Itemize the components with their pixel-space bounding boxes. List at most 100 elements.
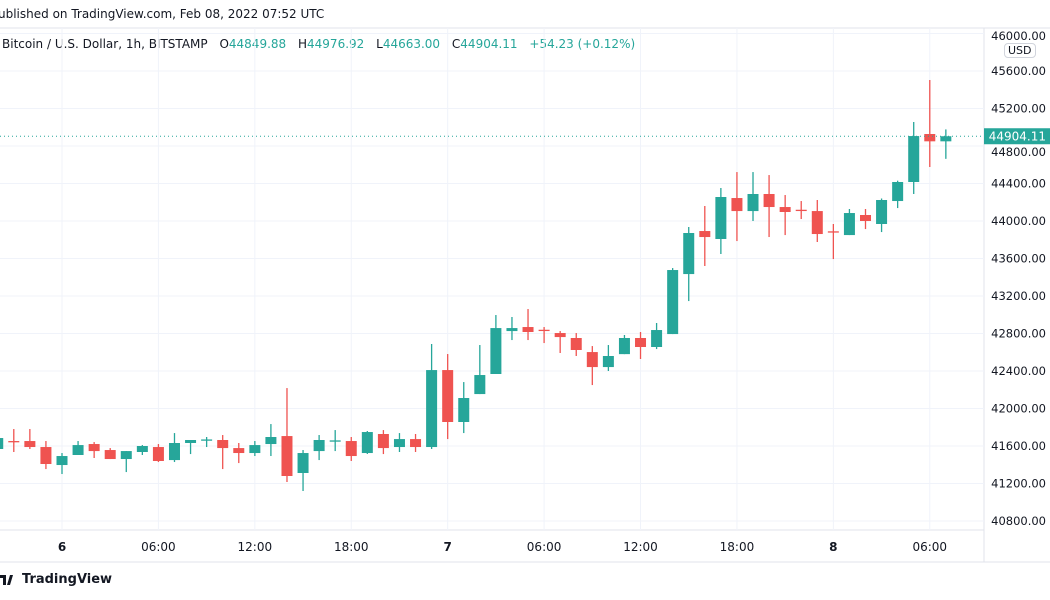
high-value: 44976.92 <box>307 37 365 51</box>
candle-body-down <box>152 447 164 461</box>
time-tick-label: 06:00 <box>912 540 947 554</box>
candle-body-up <box>843 213 855 236</box>
candle-body-down <box>827 231 839 233</box>
candle-body-down <box>522 327 534 332</box>
candle-body-up <box>265 437 277 445</box>
low-value: 44663.00 <box>382 37 441 51</box>
candle-body-up <box>136 446 148 452</box>
candle-body-down <box>779 207 791 212</box>
logo-text: TradingView <box>22 572 113 587</box>
price-tick-label: 42800.00 <box>991 327 1046 341</box>
time-tick-label: 7 <box>444 540 452 554</box>
candle-body-up <box>458 398 470 422</box>
candle-body-up <box>329 440 341 442</box>
symbol-title: Bitcoin / U.S. Dollar, 1h, BITSTAMP <box>2 37 208 51</box>
candle-body-up <box>249 445 261 454</box>
candle-body-down <box>554 333 566 338</box>
candle-body-down <box>860 215 871 221</box>
price-tick-label: 41600.00 <box>991 439 1046 453</box>
candle-body-up <box>313 440 325 452</box>
price-tick-label: 43200.00 <box>991 289 1046 303</box>
candle-body-up <box>185 440 197 443</box>
price-tick-label: 44400.00 <box>991 177 1046 191</box>
candle-body-up <box>474 375 486 395</box>
time-tick-label: 12:00 <box>238 540 273 554</box>
candle-body-up <box>426 370 438 448</box>
candle-body-up <box>892 182 904 202</box>
candle-body-up <box>120 451 132 460</box>
price-tick-label: 42400.00 <box>991 364 1046 378</box>
candle-body-down <box>40 447 52 464</box>
high-label: H <box>298 37 308 51</box>
time-tick-label: 18:00 <box>334 540 369 554</box>
candle-body-down <box>442 370 454 422</box>
price-tick-label: 45200.00 <box>991 102 1046 116</box>
currency-badge[interactable]: USD <box>1004 43 1036 58</box>
candle-body-up <box>618 338 630 355</box>
time-tick-label: 12:00 <box>623 540 658 554</box>
candle-body-up <box>940 136 952 142</box>
low-label: L <box>376 37 383 51</box>
candle-body-up <box>393 439 405 448</box>
candle-body-up <box>168 443 180 461</box>
candle-body-up <box>876 200 888 224</box>
candle-body-up <box>72 445 84 455</box>
candle-body-down <box>538 329 550 332</box>
candle-body-down <box>24 441 36 448</box>
candle-body-up <box>715 197 727 239</box>
change-value: +54.23 (+0.12%) <box>529 37 636 51</box>
candle-body-down <box>217 440 229 449</box>
candle-body-up <box>747 194 759 212</box>
candle-body-down <box>88 444 100 452</box>
candle-body-up <box>56 456 68 466</box>
candle-body-down <box>104 450 116 460</box>
candle-body-down <box>924 134 936 142</box>
time-tick-label: 6 <box>58 540 66 554</box>
candle-body-down <box>8 441 20 443</box>
price-tick-label: 43600.00 <box>991 252 1046 266</box>
close-label: C <box>451 37 461 51</box>
candle-body-up <box>297 453 309 473</box>
time-tick-label: 06:00 <box>527 540 562 554</box>
tradingview-logo-icon <box>0 574 13 585</box>
candle-body-up <box>651 330 663 347</box>
candle-body-down <box>699 231 711 238</box>
candle-body-down <box>586 352 598 368</box>
open-value: 44849.88 <box>228 37 287 51</box>
candle-body-up <box>908 136 920 182</box>
time-tick-label: 06:00 <box>141 540 176 554</box>
candle-body-down <box>345 441 357 457</box>
price-tick-label: 46000.00 <box>991 29 1046 43</box>
price-tick-label: 44800.00 <box>991 145 1046 159</box>
candle-body-up <box>0 438 4 449</box>
symbol-legend: Bitcoin / U.S. Dollar, 1h, BITSTAMP O448… <box>2 37 635 51</box>
open-label: O <box>219 37 229 51</box>
candle-body-up <box>602 356 614 368</box>
tradingview-logo[interactable]: TradingView <box>0 572 112 587</box>
published-note: ublished on TradingView.com, Feb 08, 202… <box>0 7 325 21</box>
candle-body-down <box>731 198 743 212</box>
candle-body-up <box>490 328 502 374</box>
candle-body-down <box>811 211 823 235</box>
candle-body-up <box>506 328 518 332</box>
candle-body-down <box>570 338 582 350</box>
time-tick-label: 18:00 <box>720 540 755 554</box>
candle-body-up <box>361 432 373 454</box>
candle-body-up <box>201 439 213 441</box>
price-tick-label: 42000.00 <box>991 402 1046 416</box>
price-tick-label: 40800.00 <box>991 514 1046 528</box>
time-tick-label: 8 <box>829 540 837 554</box>
candle-body-down <box>795 209 807 212</box>
last-price-label: 44904.11 <box>989 130 1046 144</box>
candle-body-up <box>683 233 695 275</box>
last-price-tag <box>984 128 1050 145</box>
price-tick-label: 44000.00 <box>991 214 1046 228</box>
close-value: 44904.11 <box>460 37 518 51</box>
candle-body-down <box>635 338 647 347</box>
candle-body-down <box>233 448 245 454</box>
candle-body-down <box>410 439 422 448</box>
candle-body-down <box>763 194 775 208</box>
price-tick-label: 41200.00 <box>991 477 1046 491</box>
candle-body-up <box>667 270 679 335</box>
